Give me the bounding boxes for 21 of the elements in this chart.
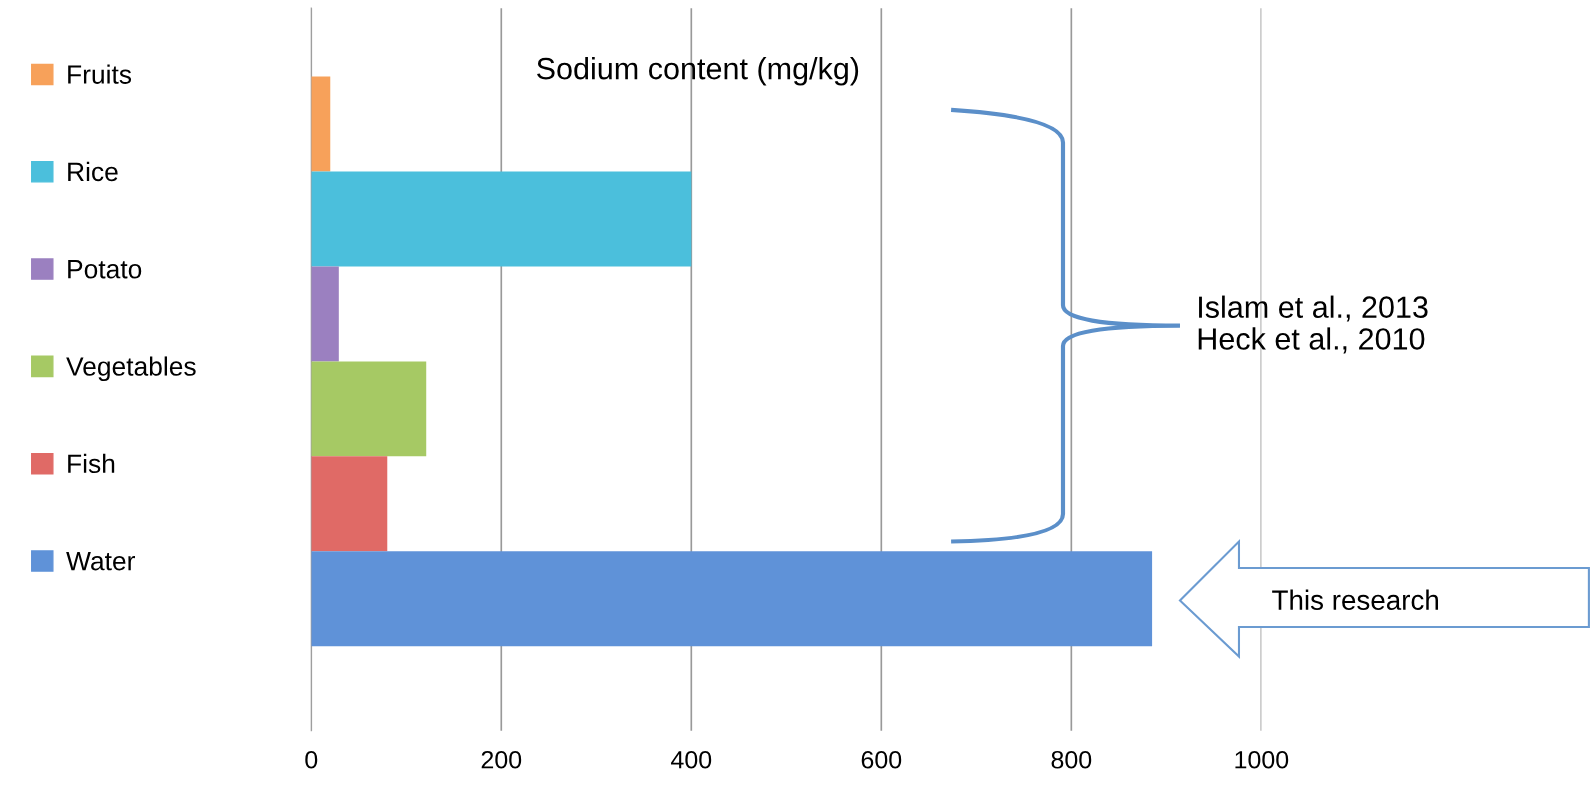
legend-label: Potato (68, 260, 142, 279)
bar (311, 76, 331, 172)
bar (311, 456, 388, 552)
text: This research (1272, 589, 1438, 610)
annotation: Islam et al., 2013 Heck et al., 2010 (1198, 295, 1428, 354)
bar (311, 266, 339, 362)
legend-label: Water (66, 552, 135, 571)
legend-label: Fish (68, 453, 115, 474)
text: Sodium content (mg/kg) (537, 57, 859, 86)
legend-label: Vegetables (66, 356, 196, 382)
x-tick-label: 400 (671, 750, 712, 769)
x-tick-label: 800 (1051, 750, 1092, 769)
x-tick-label: 0 (305, 750, 318, 769)
x-tick-label: 1000 (1235, 750, 1289, 769)
legend-label: Fruits (68, 64, 132, 84)
bar (311, 361, 427, 457)
bar (311, 551, 1153, 647)
bar (311, 171, 692, 267)
legend-label: Rice (68, 161, 118, 182)
x-tick-label: 200 (481, 750, 522, 769)
x-tick-label: 600 (861, 750, 902, 769)
